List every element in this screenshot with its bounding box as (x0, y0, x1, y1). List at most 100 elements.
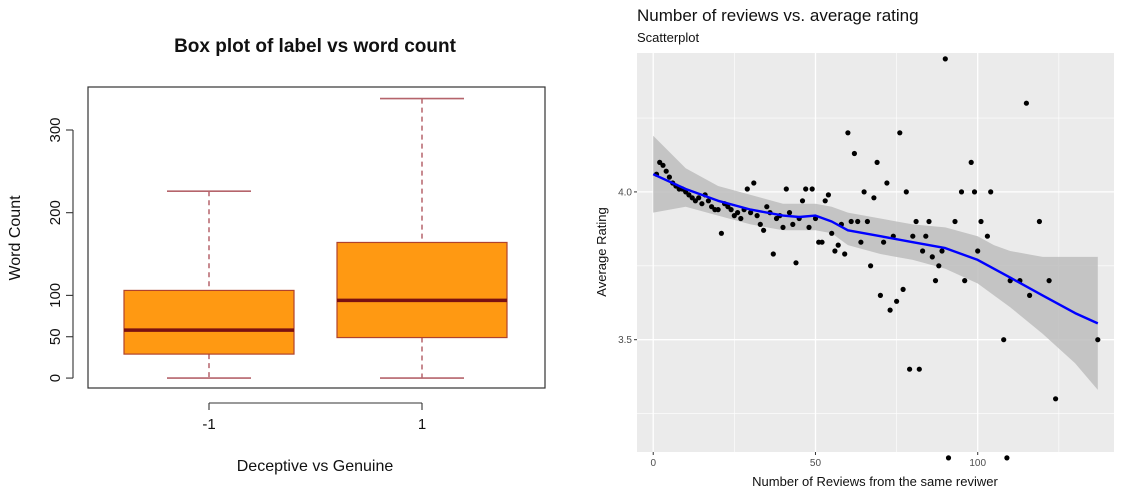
scatter-point (1023, 100, 1029, 106)
scatter-point (835, 242, 841, 248)
scatter-point (871, 195, 877, 201)
scatter-title: Number of reviews vs. average rating (637, 6, 919, 25)
scatter-chart: Number of reviews vs. average rating Sca… (594, 6, 1114, 489)
scatter-smooth-curve (652, 173, 1099, 325)
scatter-point (799, 198, 806, 204)
scatter-point (932, 278, 939, 284)
scatter-point (754, 213, 760, 219)
scatter-point (748, 210, 754, 216)
boxplot-y-tick-label: 0 (47, 374, 64, 382)
scatter-point (936, 263, 942, 269)
scatter-point (845, 130, 851, 136)
boxplot-x-tick-label: 1 (418, 416, 426, 433)
scatter-point (1053, 396, 1059, 402)
scatter-point (764, 204, 770, 210)
scatter-point (757, 221, 763, 227)
scatter-point (1046, 278, 1052, 284)
scatter-point (1001, 337, 1007, 343)
scatter-point (903, 189, 909, 195)
scatter-point (877, 292, 883, 298)
scatter-point (770, 251, 776, 257)
scatter-point (952, 218, 958, 225)
boxplot-box (123, 289, 295, 355)
scatter-points (653, 56, 1101, 461)
scatter-point (842, 251, 848, 257)
scatter-point (988, 189, 994, 195)
boxplot-x-label: Deceptive vs Genuine (237, 458, 394, 475)
scatter-confidence-ribbon (653, 135, 1098, 390)
scatter-point (868, 263, 874, 269)
scatter-point (705, 198, 711, 204)
scatter-point (728, 207, 734, 213)
scatter-x-tick-label: 50 (810, 458, 822, 469)
scatter-point (822, 198, 828, 204)
scatter-point (884, 180, 890, 186)
boxplot-frame (87, 86, 546, 389)
scatter-point (744, 186, 750, 192)
scatter-point (692, 198, 698, 204)
boxplot-y-axis: 0 50 100 200 300 (47, 117, 74, 382)
scatter-point (1027, 292, 1033, 298)
scatter-point (829, 230, 835, 236)
boxplot-chart: Box plot of label vs word count 0 50 100 20… (7, 36, 546, 475)
scatter-point (975, 248, 981, 254)
scatter-y-label: Average Rating (594, 207, 609, 296)
scatter-point (929, 254, 935, 260)
scatter-point (855, 218, 861, 225)
scatter-point (874, 159, 880, 165)
boxplot-y-tick-label: 50 (47, 328, 64, 345)
scatter-point (907, 366, 913, 372)
boxplot-y-tick-label: 100 (47, 283, 64, 308)
scatter-point (851, 150, 857, 157)
scatter-point (858, 239, 864, 245)
scatter-point (819, 239, 825, 245)
scatter-point (894, 298, 900, 304)
scatter-point (939, 248, 945, 254)
scatter-y-tick-label: 3.5 (618, 335, 632, 346)
scatter-point (790, 221, 796, 227)
scatter-point (910, 233, 916, 239)
scatter-point (848, 218, 854, 225)
scatter-point (718, 230, 724, 236)
scatter-confidence-band (653, 135, 1098, 390)
boxplot-box (336, 241, 508, 339)
boxplot-x-axis: -1 1 (202, 402, 426, 433)
scatter-point (958, 189, 965, 195)
scatter-point (761, 227, 767, 233)
scatter-point (887, 307, 893, 313)
scatter-point (780, 224, 786, 230)
scatter-point (916, 366, 922, 372)
scatter-point (783, 186, 789, 192)
scatter-y-tick-label: 4.0 (618, 187, 632, 198)
scatter-point (738, 215, 744, 222)
scatter-point (1004, 455, 1010, 461)
scatter-point (715, 207, 721, 213)
scatter-point (968, 159, 974, 165)
scatter-point (696, 195, 702, 201)
scatter-point (913, 218, 919, 225)
scatter-point (923, 233, 929, 239)
scatter-point (699, 201, 705, 207)
scatter-point (900, 286, 906, 292)
scatter-point (897, 130, 903, 136)
scatter-x-label: Number of Reviews from the same reviwer (752, 474, 998, 489)
boxplot-y-tick-label: 300 (47, 117, 64, 142)
scatter-point (1095, 337, 1101, 343)
boxplot-y-label: Word Count (7, 195, 24, 281)
scatter-axis-ticks: 0 50 100 3.5 4.0 (618, 187, 986, 469)
scatter-point (793, 260, 799, 266)
scatter-point (660, 162, 666, 168)
scatter-point (751, 180, 757, 186)
boxplot-x-tick-label: -1 (202, 416, 215, 433)
scatter-smooth-line (652, 173, 1099, 325)
boxplot-title: Box plot of label vs word count (174, 36, 457, 57)
scatter-point (666, 174, 672, 180)
scatter-point (971, 189, 978, 195)
scatter-point (962, 278, 968, 284)
scatter-point (978, 218, 984, 225)
scatter-point (942, 56, 948, 62)
scatter-point (786, 210, 793, 216)
scatter-point (832, 248, 838, 254)
scatter-point (881, 239, 887, 245)
scatter-point (806, 224, 812, 230)
